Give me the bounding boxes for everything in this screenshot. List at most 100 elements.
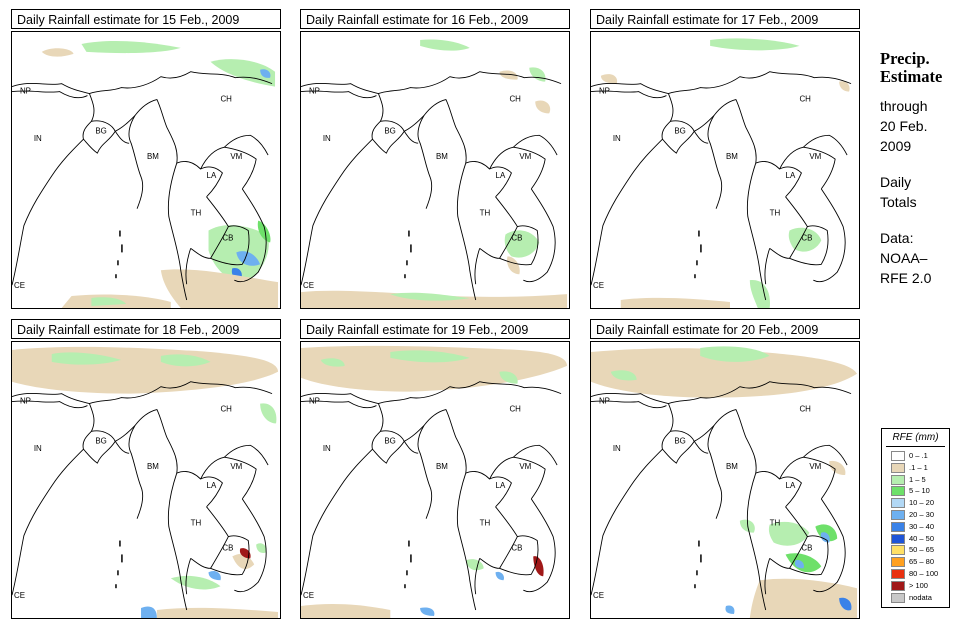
islands	[694, 540, 702, 589]
legend-label: 10 – 20	[909, 498, 935, 508]
source-line-1: NOAA–	[880, 250, 928, 266]
panel-title: Daily Rainfall estimate for 20 Feb., 200…	[590, 319, 860, 339]
color-legend: RFE (mm) 0 – .1 .1 – 1 1 – 5 5 – 10 10 – 20 2…	[881, 428, 950, 608]
panel-title: Daily Rainfall estimate for 15 Feb., 200…	[11, 9, 281, 29]
country-labels: NP CH IN BG BM VM LA TH CB CE	[14, 397, 242, 601]
svg-text:CB: CB	[801, 233, 812, 242]
map-svg: NP CH IN BG BM VM LA TH CB CE	[301, 345, 568, 618]
legend-swatch	[891, 474, 905, 485]
legend-swatch	[891, 533, 905, 544]
legend-swatch	[891, 462, 905, 473]
svg-text:LA: LA	[207, 171, 217, 180]
legend-title: RFE (mm)	[886, 432, 945, 447]
title-line-1: Precip.	[880, 49, 930, 68]
islands	[115, 540, 123, 589]
legend-label: nodata	[909, 592, 932, 602]
title-line-2: Estimate	[880, 67, 943, 86]
country-borders	[12, 71, 273, 301]
svg-text:NP: NP	[20, 397, 31, 406]
rain-layer	[12, 346, 279, 618]
legend-label: 0 – .1	[909, 451, 928, 460]
rain-layer	[301, 39, 568, 308]
svg-text:IN: IN	[613, 444, 621, 453]
svg-text:NP: NP	[599, 397, 610, 406]
country-borders	[591, 381, 852, 611]
map-svg: NP CH IN BG BM VM LA TH CB CE	[12, 346, 279, 618]
legend-label: 50 – 65	[909, 545, 935, 555]
country-borders	[12, 381, 273, 611]
rain-layer	[591, 346, 858, 618]
legend-label: 80 – 100	[909, 569, 939, 578]
map-svg: NP CH IN BG BM VM LA TH CB CE	[301, 39, 568, 308]
map-svg: NP CH IN BG BM VM LA TH CB CE	[12, 40, 279, 308]
legend-swatch	[891, 510, 905, 520]
daily-text: Daily	[880, 174, 912, 190]
svg-text:CE: CE	[593, 281, 604, 290]
legend-swatch	[891, 569, 905, 579]
legend-label: 20 – 30	[909, 510, 935, 519]
svg-text:IN: IN	[323, 444, 331, 453]
svg-text:CH: CH	[509, 95, 521, 104]
rain-layer	[600, 38, 850, 308]
svg-text:LA: LA	[207, 481, 217, 490]
rainfall-map: NP CH IN BG BM VM LA TH CB CE	[590, 341, 860, 619]
svg-text:CH: CH	[799, 95, 811, 104]
legend-swatch	[891, 592, 905, 603]
legend-label: 5 – 10	[909, 486, 930, 496]
svg-text:CB: CB	[222, 543, 233, 552]
legend-swatch	[891, 557, 905, 568]
through-text: through	[880, 98, 928, 114]
svg-text:BM: BM	[436, 462, 448, 471]
svg-text:BG: BG	[384, 436, 395, 445]
svg-text:LA: LA	[496, 171, 506, 180]
panel-title: Daily Rainfall estimate for 16 Feb., 200…	[300, 9, 570, 29]
svg-text:TH: TH	[480, 209, 491, 218]
svg-text:BG: BG	[95, 436, 106, 445]
svg-text:CE: CE	[14, 281, 25, 290]
svg-text:LA: LA	[786, 171, 796, 180]
svg-text:CE: CE	[303, 281, 314, 290]
svg-text:IN: IN	[34, 134, 42, 143]
svg-text:IN: IN	[34, 444, 42, 453]
svg-text:TH: TH	[770, 209, 781, 218]
legend-label: .1 – 1	[909, 462, 928, 472]
legend-swatch	[891, 451, 905, 461]
legend-swatch	[891, 580, 905, 591]
islands	[115, 230, 123, 279]
svg-text:CH: CH	[220, 95, 232, 104]
country-borders	[301, 71, 562, 301]
date-line-2: 2009	[880, 138, 912, 154]
rain-layer	[41, 40, 279, 308]
svg-text:BG: BG	[95, 126, 106, 135]
svg-text:CB: CB	[511, 233, 522, 242]
legend-swatch	[891, 545, 905, 556]
country-labels: NP CH IN BG BM VM LA TH CB CE	[593, 87, 821, 291]
svg-text:NP: NP	[599, 87, 610, 96]
rainfall-map: NP CH IN BG BM VM LA TH CB CE	[11, 31, 281, 309]
svg-text:CE: CE	[303, 591, 314, 600]
svg-text:BM: BM	[726, 152, 738, 161]
legend-label: 1 – 5	[909, 474, 926, 484]
side-annotation: Precip. Estimate through 20 Feb. 2009 Da…	[880, 50, 965, 288]
panel-title: Daily Rainfall estimate for 19 Feb., 200…	[300, 319, 570, 339]
svg-text:CH: CH	[220, 405, 232, 414]
legend-label: 65 – 80	[909, 557, 935, 567]
panel-title: Daily Rainfall estimate for 17 Feb., 200…	[590, 9, 860, 29]
svg-text:CB: CB	[222, 233, 233, 242]
svg-text:TH: TH	[191, 519, 202, 528]
country-labels: NP CH IN BG BM VM LA TH CB CE	[14, 87, 242, 291]
country-borders	[301, 381, 562, 611]
svg-text:CB: CB	[801, 543, 812, 552]
islands	[404, 230, 412, 279]
rainfall-map: NP CH IN BG BM VM LA TH CB CE	[300, 31, 570, 309]
svg-text:TH: TH	[191, 209, 202, 218]
svg-text:LA: LA	[496, 481, 506, 490]
svg-text:NP: NP	[309, 87, 320, 96]
svg-text:BM: BM	[436, 152, 448, 161]
rainfall-map: NP CH IN BG BM VM LA TH CB CE	[300, 341, 570, 619]
country-labels: NP CH IN BG BM VM LA TH CB CE	[303, 87, 531, 291]
rainfall-map: NP CH IN BG BM VM LA TH CB CE	[11, 341, 281, 619]
map-svg: NP CH IN BG BM VM LA TH CB CE	[591, 346, 858, 618]
islands	[694, 230, 702, 279]
svg-text:IN: IN	[613, 134, 621, 143]
